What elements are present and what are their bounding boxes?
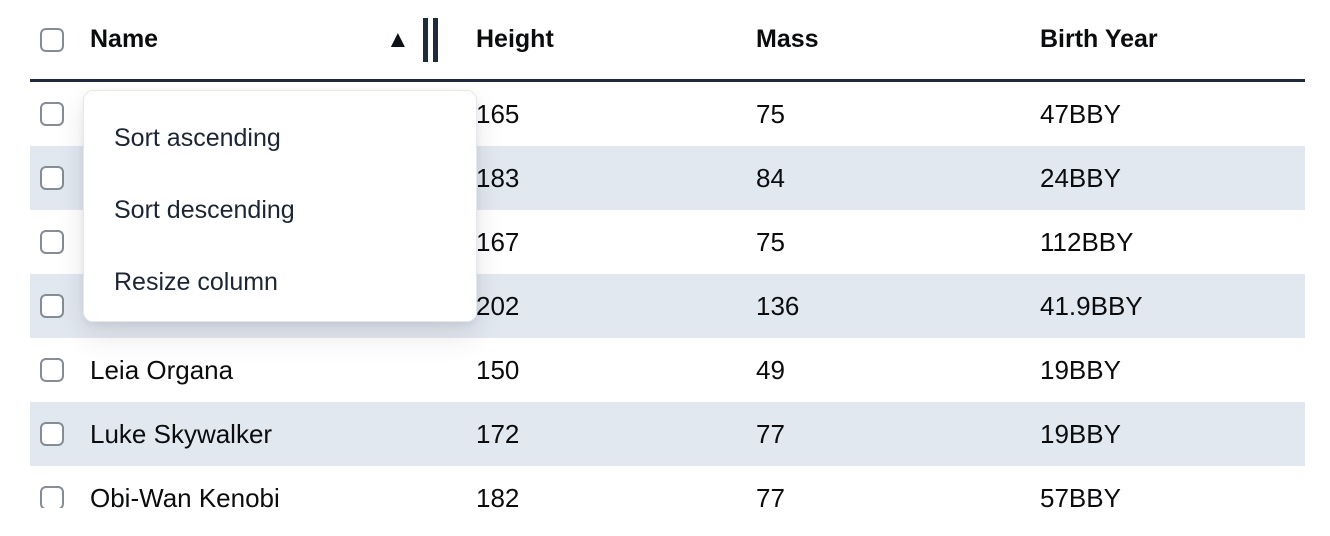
table-row: Leia Organa 150 49 19BBY bbox=[30, 338, 1305, 402]
row-checkbox[interactable] bbox=[40, 422, 64, 446]
context-menu-item-sort-descending[interactable]: Sort descending bbox=[114, 195, 295, 224]
sort-ascending-icon[interactable]: ▲ bbox=[386, 25, 410, 53]
cell-name: Obi-Wan Kenobi bbox=[90, 482, 280, 509]
row-checkbox[interactable] bbox=[40, 358, 64, 382]
cell-height: 167 bbox=[476, 226, 520, 257]
table-row: 167 75 112BBY bbox=[30, 210, 1305, 274]
cell-mass: 84 bbox=[756, 162, 785, 193]
column-header-mass[interactable]: Mass bbox=[756, 25, 819, 53]
context-menu-item-resize-column[interactable]: Resize column bbox=[114, 267, 278, 296]
cell-mass: 75 bbox=[756, 226, 785, 257]
row-checkbox[interactable] bbox=[40, 166, 64, 190]
table-row: 165 75 47BBY bbox=[30, 82, 1305, 146]
cell-birth-year: 19BBY bbox=[1040, 418, 1121, 449]
cell-mass: 77 bbox=[756, 418, 785, 449]
cell-height: 182 bbox=[476, 482, 520, 509]
cell-height: 150 bbox=[476, 354, 520, 385]
cell-height: 183 bbox=[476, 162, 520, 193]
column-header-height[interactable]: Height bbox=[476, 25, 554, 53]
cell-birth-year: 24BBY bbox=[1040, 162, 1121, 193]
cell-mass: 75 bbox=[756, 98, 785, 129]
cell-birth-year: 41.9BBY bbox=[1040, 290, 1143, 321]
table-row: Obi-Wan Kenobi 182 77 57BBY bbox=[30, 466, 1305, 508]
cell-height: 165 bbox=[476, 98, 520, 129]
cell-mass: 77 bbox=[756, 482, 785, 509]
cell-birth-year: 112BBY bbox=[1040, 226, 1134, 257]
cell-birth-year: 19BBY bbox=[1040, 354, 1121, 385]
row-checkbox[interactable] bbox=[40, 102, 64, 126]
cell-mass: 136 bbox=[756, 290, 800, 321]
column-header-name[interactable]: Name ▲ bbox=[90, 17, 476, 62]
column-resize-handle-icon[interactable] bbox=[423, 17, 438, 62]
cell-mass: 49 bbox=[756, 354, 785, 385]
cell-birth-year: 57BBY bbox=[1040, 482, 1121, 509]
context-menu-item-sort-ascending[interactable]: Sort ascending bbox=[114, 123, 281, 152]
row-checkbox[interactable] bbox=[40, 486, 64, 508]
column-header-name-label: Name bbox=[90, 25, 159, 53]
cell-height: 172 bbox=[476, 418, 520, 449]
cell-birth-year: 47BBY bbox=[1040, 98, 1121, 129]
data-table: Name ▲ Height Mass Birth Year 165 75 47B… bbox=[0, 0, 1330, 508]
select-all-checkbox[interactable] bbox=[40, 27, 64, 52]
row-checkbox[interactable] bbox=[40, 230, 64, 254]
header-checkbox-cell bbox=[30, 27, 90, 52]
table-row: 202 136 41.9BBY bbox=[30, 274, 1305, 338]
table-header-row: Name ▲ Height Mass Birth Year bbox=[30, 0, 1305, 82]
table-row: Luke Skywalker 172 77 19BBY bbox=[30, 402, 1305, 466]
cell-height: 202 bbox=[476, 290, 520, 321]
column-context-menu: Sort ascending Sort descending Resize colu… bbox=[83, 90, 477, 322]
cell-name: Leia Organa bbox=[90, 354, 234, 385]
cell-name: Luke Skywalker bbox=[90, 418, 273, 449]
table-rows: 165 75 47BBY 183 84 24BBY 167 75 112BBY … bbox=[0, 82, 1330, 508]
row-checkbox[interactable] bbox=[40, 294, 64, 318]
column-header-birth-year[interactable]: Birth Year bbox=[1040, 25, 1158, 53]
